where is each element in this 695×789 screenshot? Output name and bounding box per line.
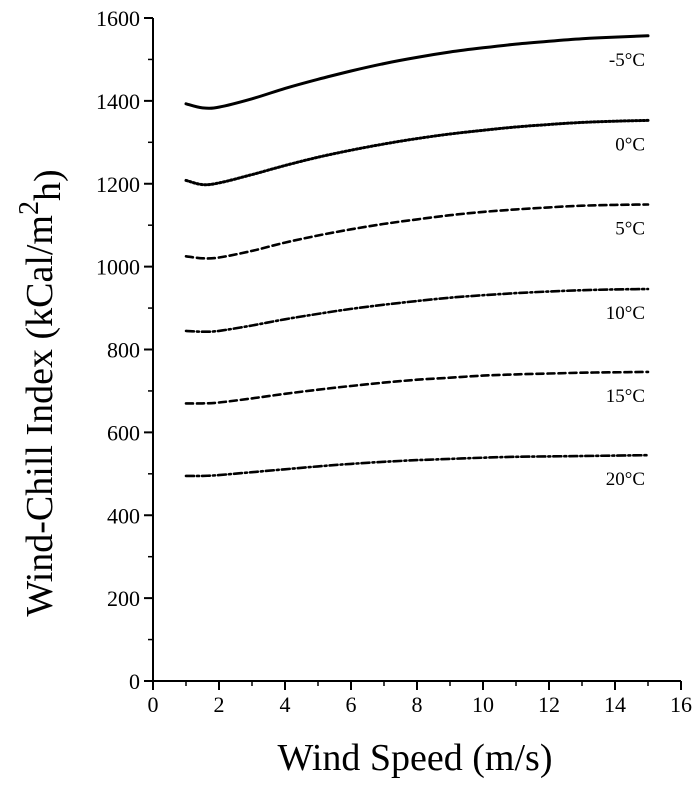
y-axis-label-main: Wind-Chill Index (kCal/m	[19, 215, 61, 617]
y-tick-label: 600	[107, 420, 140, 445]
y-tick-label: 200	[107, 586, 140, 611]
y-axis-label: Wind-Chill Index (kCal/m2h)	[14, 169, 69, 616]
series-label: 20°C	[606, 469, 645, 490]
series-line	[184, 370, 650, 405]
x-tick-label: 10	[472, 692, 494, 717]
y-tick-label: 1600	[96, 6, 140, 31]
y-tick-label: 0	[129, 669, 140, 694]
y-axis-label-sub: h)	[27, 169, 69, 201]
series-label: 5°C	[615, 218, 645, 239]
series-label: 10°C	[606, 303, 645, 324]
y-axis-title: Wind-Chill Index (kCal/m2h)	[14, 169, 69, 616]
y-tick-label: 1200	[96, 172, 140, 197]
y-tick-label: 1400	[96, 89, 140, 114]
x-tick-label: 2	[214, 692, 225, 717]
series-line	[184, 118, 650, 187]
series-line	[184, 203, 650, 260]
series-line	[184, 287, 650, 334]
y-axis-label-sup: 2	[14, 201, 45, 215]
series-label: 15°C	[606, 386, 645, 407]
series-line	[184, 34, 650, 110]
series-label: -5°C	[609, 50, 645, 71]
y-tick-label: 400	[107, 503, 140, 528]
y-tick-label: 1000	[96, 255, 140, 280]
x-tick-label: 0	[148, 692, 159, 717]
x-tick-label: 14	[604, 692, 626, 717]
x-tick-label: 16	[670, 692, 692, 717]
series-line	[184, 453, 650, 478]
x-tick-label: 8	[412, 692, 423, 717]
x-tick-label: 12	[538, 692, 560, 717]
series-label: 0°C	[615, 134, 645, 155]
x-axis-label: Wind Speed (m/s)	[278, 737, 553, 779]
x-tick-label: 4	[280, 692, 291, 717]
plot-area: 0 2 4 6 8 10 12 14 16 0 200 400 600 800 1000 1200 1400 16…	[96, 6, 692, 717]
y-tick-label: 800	[107, 338, 140, 363]
x-tick-label: 6	[346, 692, 357, 717]
